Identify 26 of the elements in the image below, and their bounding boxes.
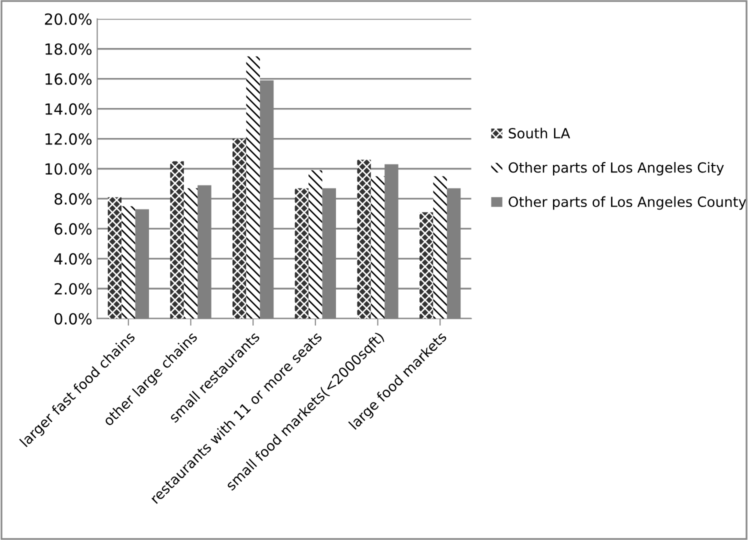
legend-label: Other parts of Los Angeles County — [508, 196, 746, 210]
y-tick-label: 2.0% — [54, 283, 92, 295]
y-tick-label: 18.0% — [46, 43, 92, 55]
y-tick-label: 8.0% — [54, 193, 92, 205]
y-tick-label: 6.0% — [54, 223, 92, 235]
y-tick-label: 14.0% — [46, 103, 92, 115]
y-tick-label: 20.0% — [44, 13, 92, 25]
bar — [246, 56, 260, 319]
y-tick-label: 0.0% — [54, 313, 92, 325]
y-tick-label: 16.0% — [46, 73, 92, 85]
legend-label: Other parts of Los Angeles City — [508, 162, 724, 176]
bar — [357, 160, 371, 319]
bar — [184, 188, 198, 319]
bar — [122, 206, 136, 319]
bar — [433, 176, 447, 319]
y-tick-label: 12.0% — [46, 133, 92, 145]
bar — [108, 197, 122, 319]
bar — [232, 138, 246, 319]
legend-label: South LA — [508, 128, 570, 139]
y-tick-label: 10.0% — [46, 163, 92, 175]
bar — [308, 170, 322, 319]
y-tick-label: 4.0% — [54, 253, 92, 265]
bar — [294, 188, 309, 319]
bar — [370, 176, 385, 319]
bar — [420, 212, 434, 319]
bar — [170, 161, 184, 319]
